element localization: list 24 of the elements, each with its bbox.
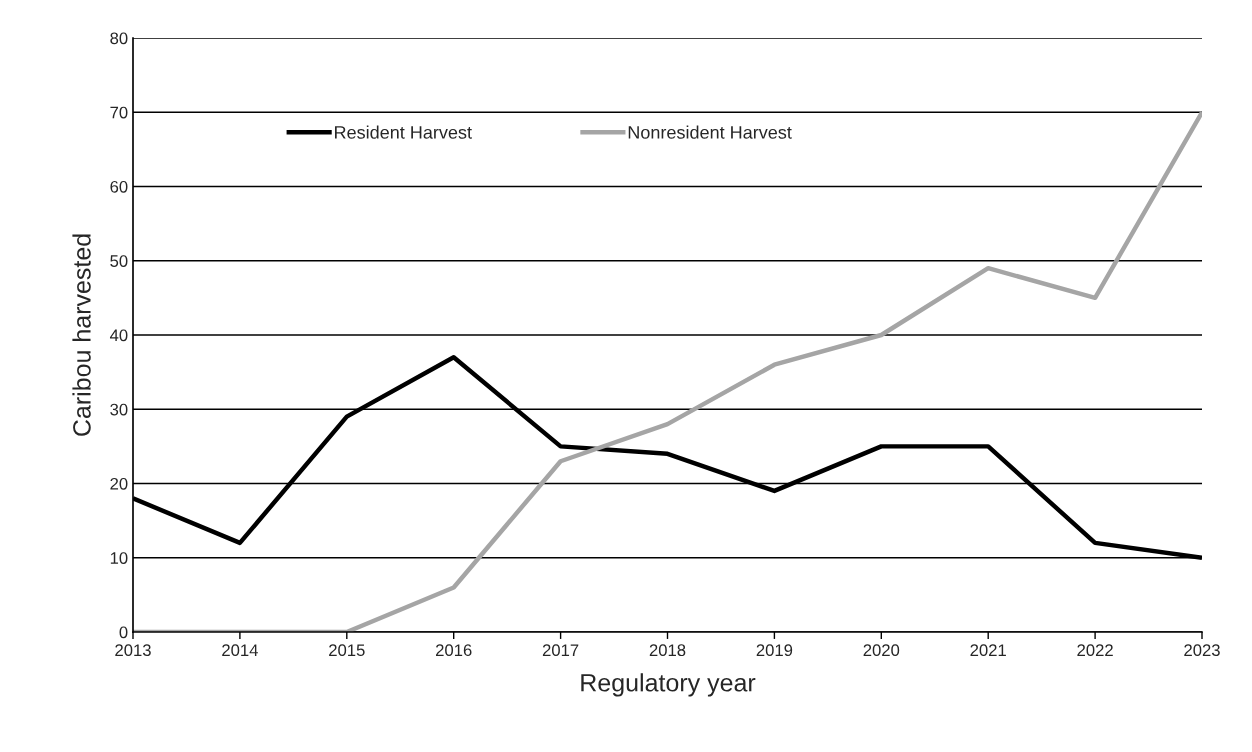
- x-tick-label: 2021: [970, 644, 1006, 657]
- x-tick-label: 2015: [329, 644, 365, 657]
- x-tick-label: 2022: [1077, 644, 1113, 657]
- y-tick-label: 10: [110, 552, 128, 564]
- y-tick-label: 30: [110, 403, 128, 416]
- legend-label: Resident Harvest: [335, 125, 472, 139]
- y-tick-label: 20: [110, 477, 128, 490]
- x-tick-label: 2013: [115, 644, 151, 657]
- x-tick-label: 2014: [222, 644, 258, 657]
- y-axis-title: Caribou harvested: [72, 234, 91, 436]
- y-tick-label: 0: [119, 626, 128, 639]
- x-tick-label: 2016: [436, 644, 472, 657]
- y-tick-label: 40: [109, 329, 128, 342]
- x-tick-label: 2020: [863, 644, 900, 657]
- y-tick-label: 80: [110, 32, 128, 45]
- y-tick-label: 70: [110, 106, 128, 119]
- x-tick-label: 2019: [756, 644, 793, 657]
- x-tick-label: 2018: [649, 644, 686, 657]
- y-tick-label: 50: [110, 255, 128, 267]
- x-axis-title: Regulatory year: [581, 673, 756, 697]
- x-tick-label: 2023: [1184, 644, 1220, 657]
- x-tick-label: 2017: [542, 644, 579, 657]
- legend-label: Nonresident Harvest: [628, 125, 792, 139]
- y-tick-label: 60: [110, 180, 128, 193]
